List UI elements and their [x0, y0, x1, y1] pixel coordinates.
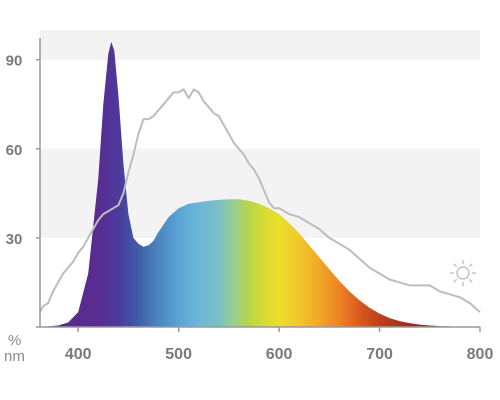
grid-band [40, 30, 480, 60]
y-tick-label: 90 [6, 53, 23, 70]
x-tick-label: 600 [266, 346, 293, 363]
y-tick-label: 60 [6, 142, 23, 159]
y-axis-ticks: 30 60 90 [6, 53, 40, 248]
x-axis-ticks: 400 500 600 700 800 [65, 327, 494, 363]
x-tick-label: 400 [65, 346, 92, 363]
x-axis-unit-label: nm [4, 348, 25, 365]
x-tick-label: 700 [366, 346, 393, 363]
axes [36, 38, 480, 328]
x-tick-label: 500 [165, 346, 192, 363]
sun-icon [450, 260, 476, 286]
y-axis-unit-label: % [8, 332, 21, 349]
reference-spectrum-line [39, 88, 481, 313]
y-tick-label: 30 [6, 231, 23, 248]
x-tick-label: 800 [467, 346, 494, 363]
